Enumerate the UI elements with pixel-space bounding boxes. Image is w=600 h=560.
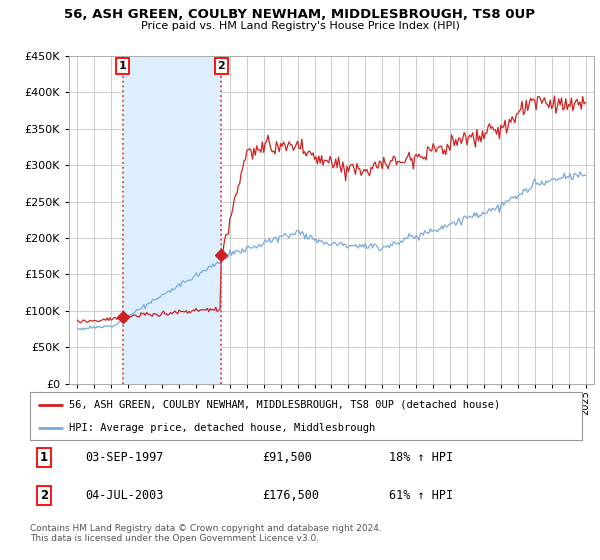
Text: 03-SEP-1997: 03-SEP-1997: [85, 451, 164, 464]
Text: 56, ASH GREEN, COULBY NEWHAM, MIDDLESBROUGH, TS8 0UP: 56, ASH GREEN, COULBY NEWHAM, MIDDLESBRO…: [65, 8, 536, 21]
Text: 2: 2: [218, 61, 225, 71]
Text: 1: 1: [119, 61, 127, 71]
Text: 1: 1: [40, 451, 48, 464]
Text: 61% ↑ HPI: 61% ↑ HPI: [389, 489, 453, 502]
Text: Contains HM Land Registry data © Crown copyright and database right 2024.
This d: Contains HM Land Registry data © Crown c…: [30, 524, 382, 543]
Text: 18% ↑ HPI: 18% ↑ HPI: [389, 451, 453, 464]
Text: 04-JUL-2003: 04-JUL-2003: [85, 489, 164, 502]
Text: 2: 2: [40, 489, 48, 502]
Text: £176,500: £176,500: [262, 489, 319, 502]
Text: HPI: Average price, detached house, Middlesbrough: HPI: Average price, detached house, Midd…: [68, 423, 375, 433]
Text: £91,500: £91,500: [262, 451, 312, 464]
Bar: [122, 56, 221, 384]
Text: 56, ASH GREEN, COULBY NEWHAM, MIDDLESBROUGH, TS8 0UP (detached house): 56, ASH GREEN, COULBY NEWHAM, MIDDLESBRO…: [68, 400, 500, 410]
Text: Price paid vs. HM Land Registry's House Price Index (HPI): Price paid vs. HM Land Registry's House …: [140, 21, 460, 31]
